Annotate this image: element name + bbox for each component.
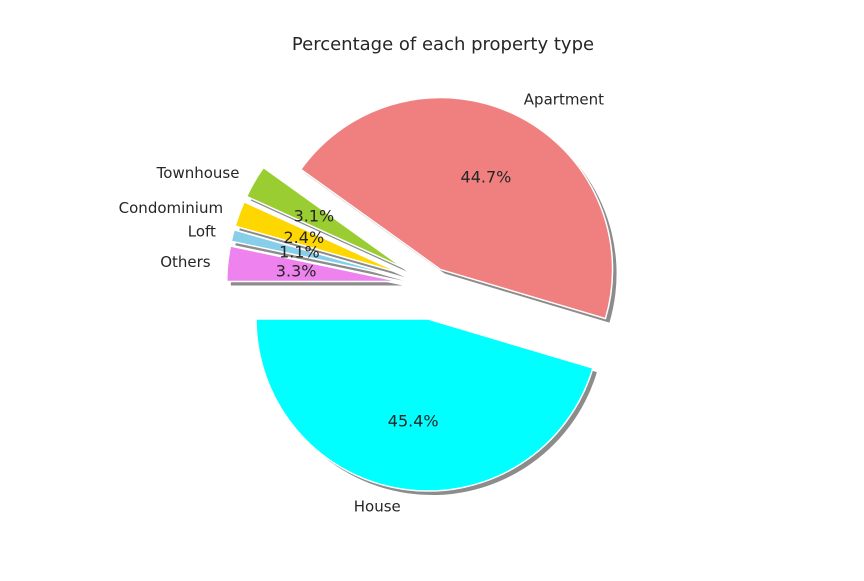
slice-percent-loft: 1.1% [279, 243, 320, 262]
slice-label-others: Others [160, 253, 211, 271]
pie-slice-house [255, 318, 594, 492]
pie-slice-townhouse [245, 166, 404, 269]
slice-label-townhouse: Townhouse [156, 164, 240, 182]
pie-slice-condominium [234, 200, 402, 274]
slice-percent-others: 3.3% [276, 261, 317, 280]
pie-slice-apartment [299, 96, 614, 320]
slice-label-loft: Loft [188, 222, 216, 240]
slice-percent-apartment: 44.7% [461, 167, 512, 186]
slice-percent-townhouse: 3.1% [294, 207, 335, 226]
slice-label-apartment: Apartment [524, 91, 604, 109]
slice-percent-house: 45.4% [388, 412, 439, 431]
chart-title: Percentage of each property type [292, 34, 594, 55]
pie-slice-loft [230, 228, 400, 278]
slice-percent-condominium: 2.4% [284, 228, 325, 247]
slice-labels: House 45.4% Apartment 44.7% Townhouse 3.1% Con… [119, 91, 605, 516]
slice-label-condominium: Condominium [119, 199, 223, 217]
pie-slices [226, 96, 614, 492]
pie-slice-others [226, 245, 399, 283]
slice-label-house: House [354, 497, 401, 515]
